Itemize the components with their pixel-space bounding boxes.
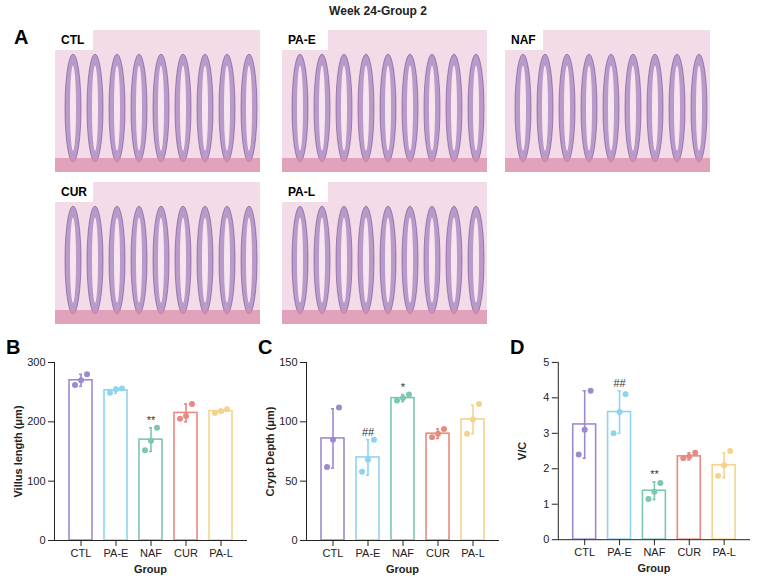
svg-text:##: ## <box>362 426 375 438</box>
svg-text:5: 5 <box>543 356 549 368</box>
svg-text:PA-L: PA-L <box>288 185 315 199</box>
svg-text:4: 4 <box>543 391 549 403</box>
svg-text:Crypt Depth (μm): Crypt Depth (μm) <box>264 406 276 496</box>
svg-text:NAF: NAF <box>643 546 665 558</box>
svg-text:PA-E: PA-E <box>356 547 381 559</box>
html-text:D: D <box>510 336 525 358</box>
svg-text:PA-E: PA-E <box>288 33 316 47</box>
svg-text:100: 100 <box>279 415 297 427</box>
svg-text:Week 24-Group 2: Week 24-Group 2 <box>329 4 427 18</box>
html-text:B: B <box>6 336 21 358</box>
svg-text:NAF: NAF <box>511 33 536 47</box>
svg-text:Villus length (μm): Villus length (μm) <box>12 405 24 497</box>
svg-text:CUR: CUR <box>677 546 701 558</box>
svg-text:**: ** <box>650 468 659 480</box>
svg-text:300: 300 <box>27 356 45 368</box>
svg-text:PA-E: PA-E <box>607 546 632 558</box>
svg-text:PA-E: PA-E <box>104 547 129 559</box>
svg-text:**: ** <box>147 414 156 426</box>
svg-text:A: A <box>14 26 28 48</box>
svg-text:1: 1 <box>543 498 549 510</box>
svg-text:100: 100 <box>27 475 45 487</box>
svg-text:Group: Group <box>386 563 419 575</box>
svg-text:*: * <box>401 381 406 393</box>
svg-text:CTL: CTL <box>61 33 84 47</box>
svg-text:CUR: CUR <box>426 547 450 559</box>
svg-text:0: 0 <box>543 533 549 545</box>
svg-text:CTL: CTL <box>323 547 344 559</box>
html-text:C: C <box>258 336 273 358</box>
svg-text:50: 50 <box>285 475 297 487</box>
svg-text:150: 150 <box>279 356 297 368</box>
svg-text:V/C: V/C <box>516 442 528 460</box>
svg-text:Group: Group <box>134 563 167 575</box>
svg-text:2: 2 <box>543 462 549 474</box>
svg-text:200: 200 <box>27 415 45 427</box>
svg-text:PA-L: PA-L <box>712 546 736 558</box>
svg-text:PA-L: PA-L <box>209 547 233 559</box>
svg-text:##: ## <box>613 377 626 389</box>
svg-text:CTL: CTL <box>71 547 92 559</box>
svg-text:Group: Group <box>638 562 671 574</box>
svg-text:CUR: CUR <box>61 185 87 199</box>
svg-text:CTL: CTL <box>574 546 595 558</box>
svg-text:PA-L: PA-L <box>461 547 485 559</box>
svg-text:CUR: CUR <box>174 547 198 559</box>
svg-text:0: 0 <box>39 534 45 546</box>
svg-text:NAF: NAF <box>392 547 414 559</box>
svg-text:0: 0 <box>291 534 297 546</box>
svg-text:3: 3 <box>543 427 549 439</box>
svg-text:NAF: NAF <box>140 547 162 559</box>
